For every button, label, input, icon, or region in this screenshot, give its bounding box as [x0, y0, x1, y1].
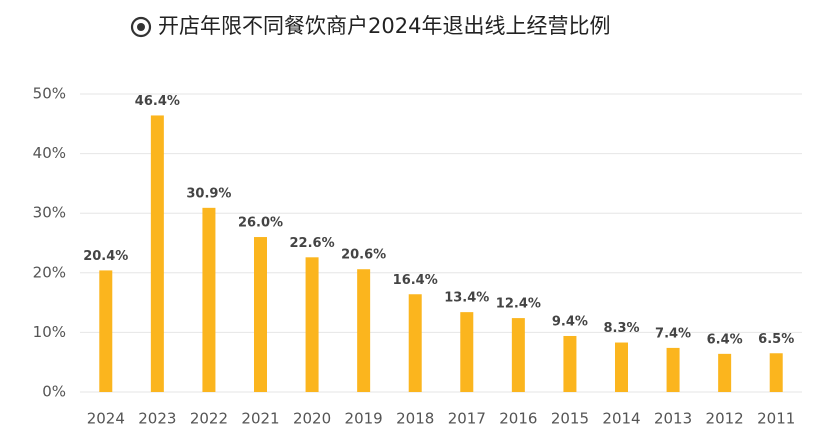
- value-label: 9.4%: [552, 314, 588, 329]
- bar: [769, 353, 783, 392]
- y-tick-label: 50%: [33, 85, 66, 103]
- x-tick-label: 2020: [293, 410, 331, 428]
- value-label: 30.9%: [186, 186, 231, 201]
- value-label: 7.4%: [655, 326, 691, 341]
- value-label: 20.4%: [83, 249, 128, 264]
- value-label: 13.4%: [444, 291, 489, 306]
- y-tick-label: 10%: [33, 323, 66, 341]
- y-tick-label: 20%: [33, 263, 66, 281]
- x-tick-label: 2022: [190, 410, 228, 428]
- bar: [718, 353, 732, 392]
- bar: [202, 207, 216, 392]
- x-tick-label: 2012: [706, 410, 744, 428]
- value-label: 16.4%: [393, 273, 438, 288]
- bar: [511, 318, 525, 392]
- value-label: 6.5%: [758, 332, 794, 347]
- y-tick-label: 40%: [33, 144, 66, 162]
- x-tick-label: 2014: [602, 410, 640, 428]
- y-tick-label: 0%: [42, 383, 66, 401]
- x-tick-label: 2013: [654, 410, 692, 428]
- bar: [563, 335, 577, 392]
- x-tick-label: 2024: [87, 410, 125, 428]
- value-label: 12.4%: [496, 297, 541, 312]
- bar: [305, 257, 319, 392]
- x-tick-label: 2019: [345, 410, 383, 428]
- title-icon: [130, 16, 152, 38]
- x-tick-label: 2016: [499, 410, 537, 428]
- value-label: 6.4%: [707, 332, 743, 347]
- value-label: 20.6%: [341, 248, 386, 263]
- value-label: 26.0%: [238, 216, 283, 231]
- x-tick-label: 2021: [241, 410, 279, 428]
- chart-title: 开店年限不同餐饮商户2024年退出线上经营比例: [158, 14, 610, 38]
- bar: [615, 342, 628, 392]
- bar: [408, 294, 422, 392]
- x-tick-label: 2017: [448, 410, 486, 428]
- bar: [254, 237, 267, 392]
- bar: [460, 312, 474, 392]
- value-label: 46.4%: [135, 94, 180, 109]
- x-tick-label: 2015: [551, 410, 589, 428]
- y-tick-label: 30%: [33, 204, 66, 222]
- bar: [99, 270, 113, 392]
- bar: [666, 347, 680, 392]
- value-label: 22.6%: [290, 236, 335, 251]
- bar: [357, 269, 371, 392]
- x-tick-label: 2011: [757, 410, 795, 428]
- value-label: 8.3%: [603, 321, 639, 336]
- bar: [150, 115, 164, 393]
- x-tick-label: 2023: [138, 410, 176, 428]
- x-tick-label: 2018: [396, 410, 434, 428]
